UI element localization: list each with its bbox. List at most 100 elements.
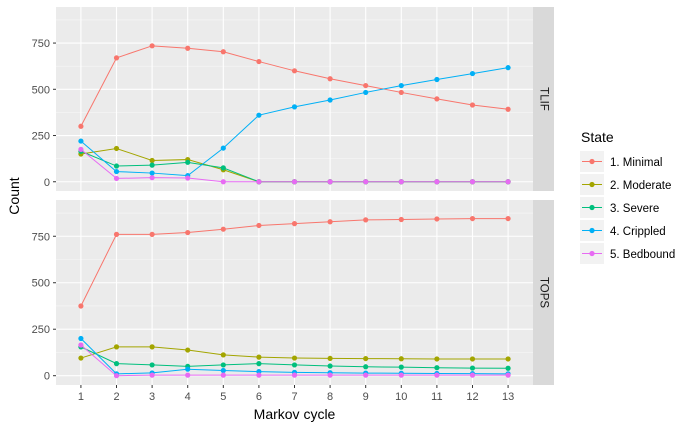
data-point <box>113 361 120 367</box>
data-point <box>113 175 120 182</box>
y-tick-label: 0 <box>44 371 50 383</box>
data-point <box>256 112 262 118</box>
data-point <box>363 89 369 96</box>
data-point <box>113 145 120 152</box>
data-point <box>113 373 120 379</box>
data-point <box>327 372 333 378</box>
data-point <box>434 356 440 362</box>
legend-key-point <box>589 181 595 188</box>
x-axis-title: Markov cycle <box>254 406 336 422</box>
x-tick-label: 5 <box>220 391 226 403</box>
data-point <box>185 347 191 353</box>
data-point <box>220 179 226 185</box>
data-point <box>469 70 476 77</box>
series-2 <box>78 344 511 362</box>
data-point <box>469 102 476 108</box>
facet-strip-label: TLIF <box>538 87 550 111</box>
legend-label: 2. Moderate <box>610 180 671 192</box>
data-point <box>185 229 191 236</box>
data-point <box>220 145 226 151</box>
data-point <box>149 372 155 378</box>
data-point <box>398 364 404 370</box>
data-point <box>363 82 369 89</box>
data-point <box>291 221 298 227</box>
x-tick-label: 2 <box>113 391 119 403</box>
data-point <box>220 352 226 358</box>
data-point <box>78 146 84 152</box>
x-tick-label: 1 <box>78 391 84 403</box>
series-5 <box>78 342 511 379</box>
data-point <box>220 165 226 171</box>
data-point <box>469 215 476 222</box>
data-point <box>149 231 155 237</box>
data-point <box>291 104 298 110</box>
data-point <box>78 303 84 309</box>
y-axis-title: Count <box>6 177 22 214</box>
data-point <box>398 372 404 378</box>
y-tick-label: 500 <box>32 84 50 96</box>
data-point <box>220 362 226 368</box>
series-5 <box>78 146 511 185</box>
data-point <box>220 372 226 378</box>
data-point <box>220 49 226 55</box>
legend-key-point <box>589 158 595 165</box>
legend: State 1. Minimal 2. Moderate 3. Severe 4. Cr… <box>580 129 675 264</box>
legend-item: 4. Crippled <box>580 220 666 241</box>
data-point <box>469 372 476 378</box>
series-1 <box>78 215 511 309</box>
data-point <box>149 157 155 164</box>
facet-strip-label: TOPS <box>538 277 550 308</box>
data-point <box>505 356 511 362</box>
facet-strip <box>533 7 554 191</box>
data-point <box>149 170 155 176</box>
data-point <box>469 365 476 371</box>
data-point <box>113 55 120 61</box>
data-point <box>363 179 369 185</box>
x-tick-label: 11 <box>431 391 442 403</box>
data-point <box>327 363 333 369</box>
data-point <box>398 179 404 185</box>
data-point <box>505 372 511 378</box>
data-point <box>363 364 369 370</box>
legend-label: 1. Minimal <box>610 157 662 169</box>
legend-key-point <box>589 227 595 234</box>
data-point <box>220 226 226 232</box>
facet-strip <box>533 200 554 385</box>
legend-key-point <box>589 250 595 257</box>
data-point <box>149 43 155 49</box>
data-point <box>78 123 84 129</box>
legend-item: 5. Bedbound <box>580 243 675 264</box>
data-point <box>291 372 298 378</box>
data-point <box>434 76 440 83</box>
data-point <box>113 344 120 350</box>
data-point <box>434 372 440 378</box>
x-tick-label: 6 <box>256 391 262 403</box>
data-point <box>363 355 369 362</box>
x-tick-label: 9 <box>363 391 369 403</box>
y-tick-label: 0 <box>44 177 50 189</box>
legend-label: 3. Severe <box>610 203 659 215</box>
data-point <box>327 179 333 185</box>
data-point <box>505 179 511 185</box>
series-1 <box>78 43 511 129</box>
data-point <box>149 175 155 181</box>
data-point <box>78 138 84 144</box>
data-point <box>398 356 404 362</box>
x-tick-label: 7 <box>291 391 297 403</box>
data-point <box>327 355 333 362</box>
data-point <box>327 76 333 82</box>
data-point <box>256 372 262 378</box>
data-point <box>113 168 120 175</box>
x-tick-label: 3 <box>149 391 155 403</box>
legend-label: 5. Bedbound <box>610 249 675 261</box>
y-tick-label: 500 <box>32 278 50 290</box>
data-point <box>363 372 369 378</box>
legend-item: 2. Moderate <box>580 174 671 195</box>
data-point <box>185 175 191 181</box>
legend-item: 3. Severe <box>580 197 659 218</box>
x-tick-label: 8 <box>327 391 333 403</box>
data-point <box>327 97 333 103</box>
data-point <box>185 366 191 372</box>
data-point <box>220 367 226 374</box>
data-point <box>291 68 298 74</box>
